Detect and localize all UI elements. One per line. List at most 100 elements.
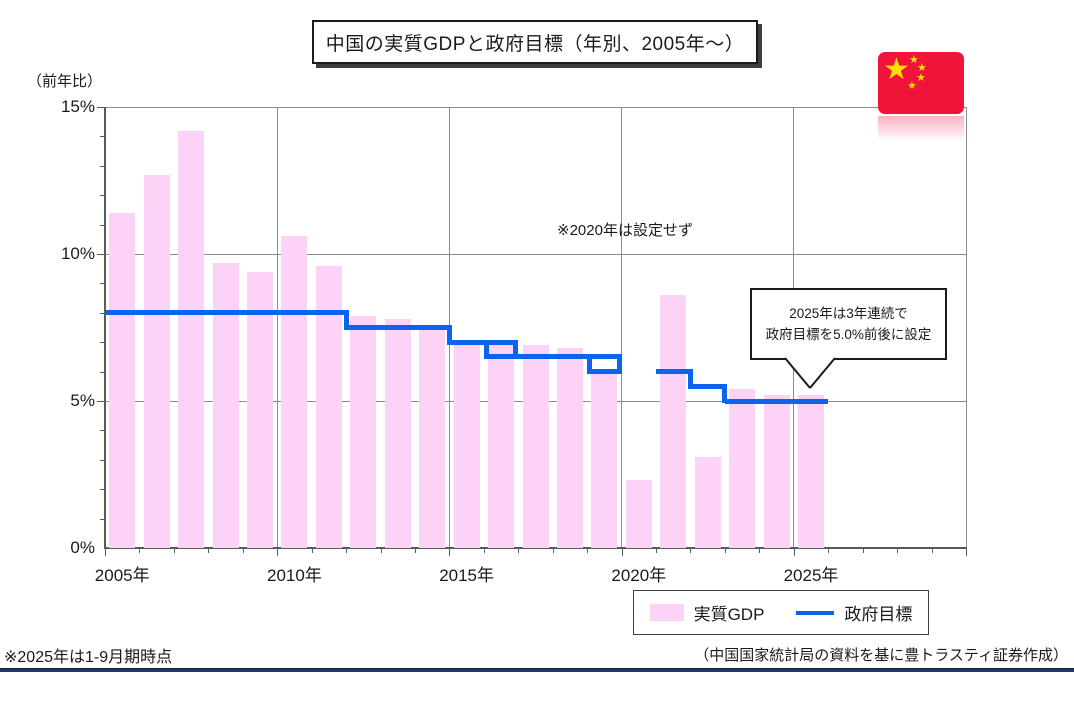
x-tick <box>690 548 692 553</box>
y-tick <box>100 312 105 314</box>
x-tick-label: 2020年 <box>611 566 667 585</box>
y-tick <box>100 371 105 373</box>
legend-gdp-label: 実質GDP <box>693 605 765 624</box>
gdp-bar-2007 <box>178 130 205 548</box>
target-line-2015 <box>449 339 484 345</box>
gdp-bar-2008 <box>212 262 239 548</box>
y-tick <box>97 401 105 402</box>
legend-target-line-swatch <box>796 610 835 615</box>
gdp-bar-2018 <box>556 348 583 548</box>
target-line-2022 <box>690 383 725 389</box>
x-tick <box>380 548 382 553</box>
x-tick <box>759 548 761 553</box>
h-gridline <box>105 106 966 108</box>
gdp-bar-2015 <box>453 342 480 548</box>
gdp-bar-2012 <box>350 315 377 548</box>
y-tick-label: 15% <box>60 97 95 116</box>
y-tick <box>100 224 105 226</box>
gdp-bar-2020 <box>625 480 652 548</box>
target-range-box-2019 <box>587 354 622 375</box>
target-step-connector <box>722 383 728 404</box>
flag-small-star-icon: ★ <box>909 54 919 66</box>
target-range-box-2016 <box>483 339 519 360</box>
target-line-2023 <box>724 398 829 404</box>
flag-big-star-icon: ★ <box>883 53 910 86</box>
gdp-bar-2010 <box>281 236 308 548</box>
x-tick <box>449 548 451 556</box>
plot-area <box>97 106 967 556</box>
legend-target-label: 政府目標 <box>844 605 913 624</box>
gdp-bar-2019 <box>591 371 618 548</box>
target-step-connector <box>343 310 349 330</box>
y-axis-unit-label: （前年比） <box>27 73 103 90</box>
y-tick <box>100 489 105 491</box>
y-tick-label: 10% <box>60 244 95 263</box>
callout-pointer-icon <box>784 357 836 389</box>
gdp-bar-2016 <box>488 345 515 548</box>
x-tick <box>208 548 210 553</box>
target-step-connector <box>446 325 452 345</box>
y-axis-line <box>104 107 106 549</box>
x-tick <box>862 548 864 553</box>
v-gridline <box>276 107 278 548</box>
flag-small-star-icon: ★ <box>907 80 917 92</box>
x-tick <box>105 548 106 556</box>
footer-note-left: ※2025年は1-9月期時点 <box>4 649 173 666</box>
v-gridline <box>965 107 967 548</box>
x-tick <box>311 548 313 553</box>
x-tick <box>277 548 279 556</box>
x-tick <box>793 548 795 556</box>
target-line-2017 <box>518 354 588 360</box>
gdp-bar-2011 <box>315 265 342 548</box>
x-tick <box>724 548 726 553</box>
gdp-bar-2006 <box>143 174 170 548</box>
x-tick <box>242 548 244 553</box>
x-axis-line <box>104 547 967 549</box>
x-tick-label: 2010年 <box>266 566 322 585</box>
gdp-bar-2017 <box>522 345 549 548</box>
china-flag-reflection <box>878 116 964 142</box>
y-tick <box>97 107 105 108</box>
y-tick <box>100 459 105 461</box>
callout-line-2: 政府目標を5.0%前後に設定 <box>765 327 932 342</box>
v-gridline <box>621 107 623 548</box>
gdp-bar-2025 <box>798 395 825 548</box>
flag-small-star-icon: ★ <box>916 72 926 84</box>
y-tick <box>100 136 105 138</box>
callout-2025-target: 2025年は3年連続で 政府目標を5.0%前後に設定 <box>750 288 947 360</box>
x-tick <box>173 548 175 553</box>
gdp-bar-2013 <box>384 318 411 548</box>
x-tick <box>518 548 520 553</box>
y-tick-label: 5% <box>70 391 95 410</box>
x-tick <box>828 548 830 553</box>
target-line-2012 <box>346 325 450 330</box>
x-tick <box>897 548 899 553</box>
x-tick <box>414 548 416 553</box>
x-tick <box>346 548 348 553</box>
x-tick <box>621 548 623 556</box>
x-tick <box>966 548 967 556</box>
x-tick <box>931 548 933 553</box>
y-tick <box>100 430 105 432</box>
gdp-bar-2023 <box>729 389 756 548</box>
flag-small-star-icon: ★ <box>917 62 927 74</box>
y-tick <box>100 195 105 197</box>
callout-line-1: 2025年は3年連続で <box>789 306 908 321</box>
h-gridline <box>105 253 966 255</box>
footer-divider <box>0 668 1074 672</box>
y-tick-label: 0% <box>70 538 95 557</box>
x-tick <box>656 548 658 553</box>
target-line-2021 <box>656 369 691 375</box>
y-tick <box>100 518 105 520</box>
y-tick <box>100 165 105 167</box>
gdp-bar-2024 <box>763 395 790 548</box>
target-step-connector <box>687 369 693 389</box>
x-tick <box>139 548 141 553</box>
gdp-bar-2009 <box>246 271 273 548</box>
x-tick-label: 2025年 <box>783 566 839 585</box>
x-tick-label: 2005年 <box>94 566 150 585</box>
gdp-bar-2014 <box>419 330 446 548</box>
y-tick <box>97 254 105 255</box>
gdp-bar-2005 <box>109 212 136 548</box>
